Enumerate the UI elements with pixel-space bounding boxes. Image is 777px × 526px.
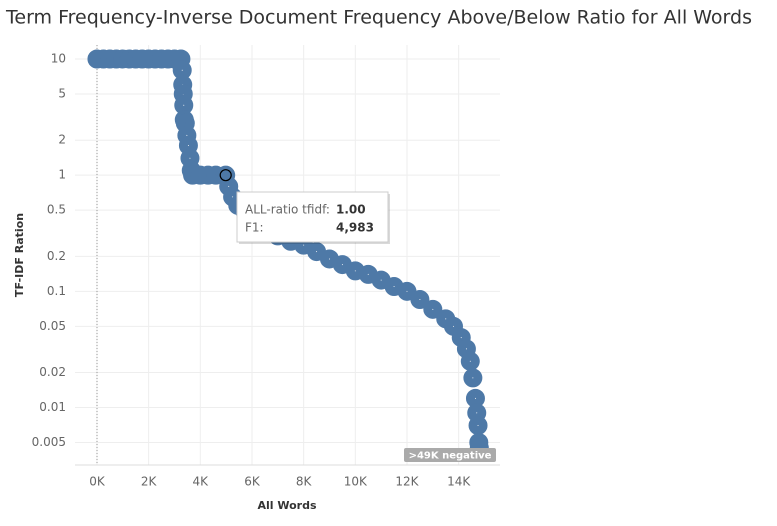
point	[463, 368, 483, 388]
annotation-badge	[404, 448, 496, 462]
x-axis-label: All Words	[257, 499, 316, 512]
x-tick-label: 0K	[89, 475, 106, 489]
point	[397, 281, 417, 301]
chart-title: Term Frequency-Inverse Document Frequenc…	[5, 7, 752, 29]
tooltip	[236, 191, 389, 243]
point	[465, 388, 485, 408]
point	[371, 270, 391, 290]
y-tick-label: 0.2	[47, 249, 66, 263]
point	[460, 351, 480, 371]
point	[384, 277, 404, 297]
point	[307, 242, 327, 262]
y-tick-label: 0.5	[47, 203, 66, 217]
point	[172, 60, 192, 80]
point	[468, 416, 488, 436]
y-tick-label: 2	[58, 133, 66, 147]
x-tick-label: 4K	[193, 475, 210, 489]
tooltip-label: ALL-ratio tfidf:	[245, 203, 330, 217]
point	[443, 316, 463, 336]
point	[410, 290, 430, 310]
x-tick-label: 6K	[244, 475, 261, 489]
y-tick-label: 0.02	[39, 365, 66, 379]
x-tick-label: 10K	[344, 475, 368, 489]
x-tick-label: 14K	[447, 475, 471, 489]
point	[423, 299, 443, 319]
highlight-point	[219, 169, 232, 182]
point	[319, 249, 339, 269]
y-axis-label: TF-IDF Ration	[13, 213, 26, 297]
x-tick-label: 12K	[395, 475, 419, 489]
tooltip-value: 1.00	[336, 203, 366, 217]
x-tick-label: 2K	[141, 475, 158, 489]
y-tick-label: 0.05	[39, 319, 66, 333]
point	[332, 255, 352, 275]
y-tick-label: 0.01	[39, 400, 66, 414]
y-tick-label: 0.005	[32, 435, 66, 449]
y-tick-label: 10	[51, 52, 66, 66]
point	[174, 95, 194, 115]
tooltip-value: 4,983	[336, 221, 374, 235]
y-tick-label: 0.1	[47, 284, 66, 298]
tooltip-label: F1:	[245, 221, 264, 235]
point	[358, 264, 378, 284]
annotation: >49K negative	[409, 451, 492, 462]
x-tick-label: 8K	[296, 475, 313, 489]
y-tick-label: 5	[58, 86, 66, 100]
y-tick-label: 1	[58, 168, 66, 182]
